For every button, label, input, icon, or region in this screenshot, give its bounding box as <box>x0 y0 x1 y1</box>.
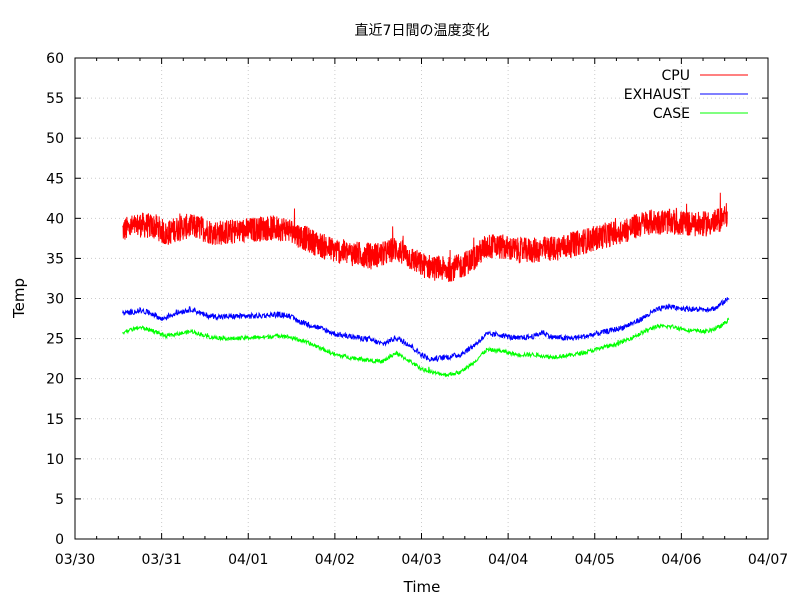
series-line-exhaust <box>122 297 730 363</box>
legend-label-exhaust: EXHAUST <box>624 87 691 103</box>
x-tick-label: 04/04 <box>488 552 528 568</box>
y-tick-label: 5 <box>55 492 64 508</box>
y-tick-label: 35 <box>46 251 64 267</box>
x-axis-title: Time <box>403 578 441 596</box>
chart-title: 直近7日間の温度変化 <box>355 22 490 39</box>
legend: CPU EXHAUST CASE <box>624 68 748 122</box>
x-tick-label: 04/06 <box>661 552 701 568</box>
x-tick-label: 04/07 <box>748 552 788 568</box>
y-axis-title: Temp <box>10 278 28 319</box>
y-tick-label: 10 <box>46 452 64 468</box>
y-tick-label: 0 <box>55 532 64 548</box>
y-tick-label: 50 <box>46 131 64 147</box>
grid <box>75 58 768 539</box>
series-group <box>122 192 730 378</box>
x-tick-label: 04/03 <box>401 552 441 568</box>
y-tick-label: 55 <box>46 91 64 107</box>
x-tick-label: 04/01 <box>228 552 268 568</box>
tick-marks <box>74 57 769 540</box>
x-tick-label: 04/05 <box>575 552 615 568</box>
y-tick-label: 20 <box>46 372 64 388</box>
y-tick-label: 60 <box>46 51 64 67</box>
x-tick-label: 04/02 <box>315 552 355 568</box>
y-tick-labels: 0 5 10 15 20 25 30 35 40 45 50 55 60 <box>46 51 64 548</box>
y-tick-label: 45 <box>46 171 64 187</box>
y-tick-label: 40 <box>46 211 64 227</box>
x-tick-label: 03/31 <box>141 552 181 568</box>
x-tick-labels: 03/30 03/31 04/01 04/02 04/03 04/04 04/05 04/06… <box>55 552 788 568</box>
series-line-case <box>122 317 730 378</box>
x-tick-label: 03/30 <box>55 552 95 568</box>
y-tick-label: 15 <box>46 412 64 428</box>
y-tick-label: 25 <box>46 332 64 348</box>
legend-label-case: CASE <box>653 106 690 122</box>
legend-label-cpu: CPU <box>662 68 690 84</box>
y-tick-label: 30 <box>46 292 64 308</box>
series-line-cpu <box>122 192 728 282</box>
